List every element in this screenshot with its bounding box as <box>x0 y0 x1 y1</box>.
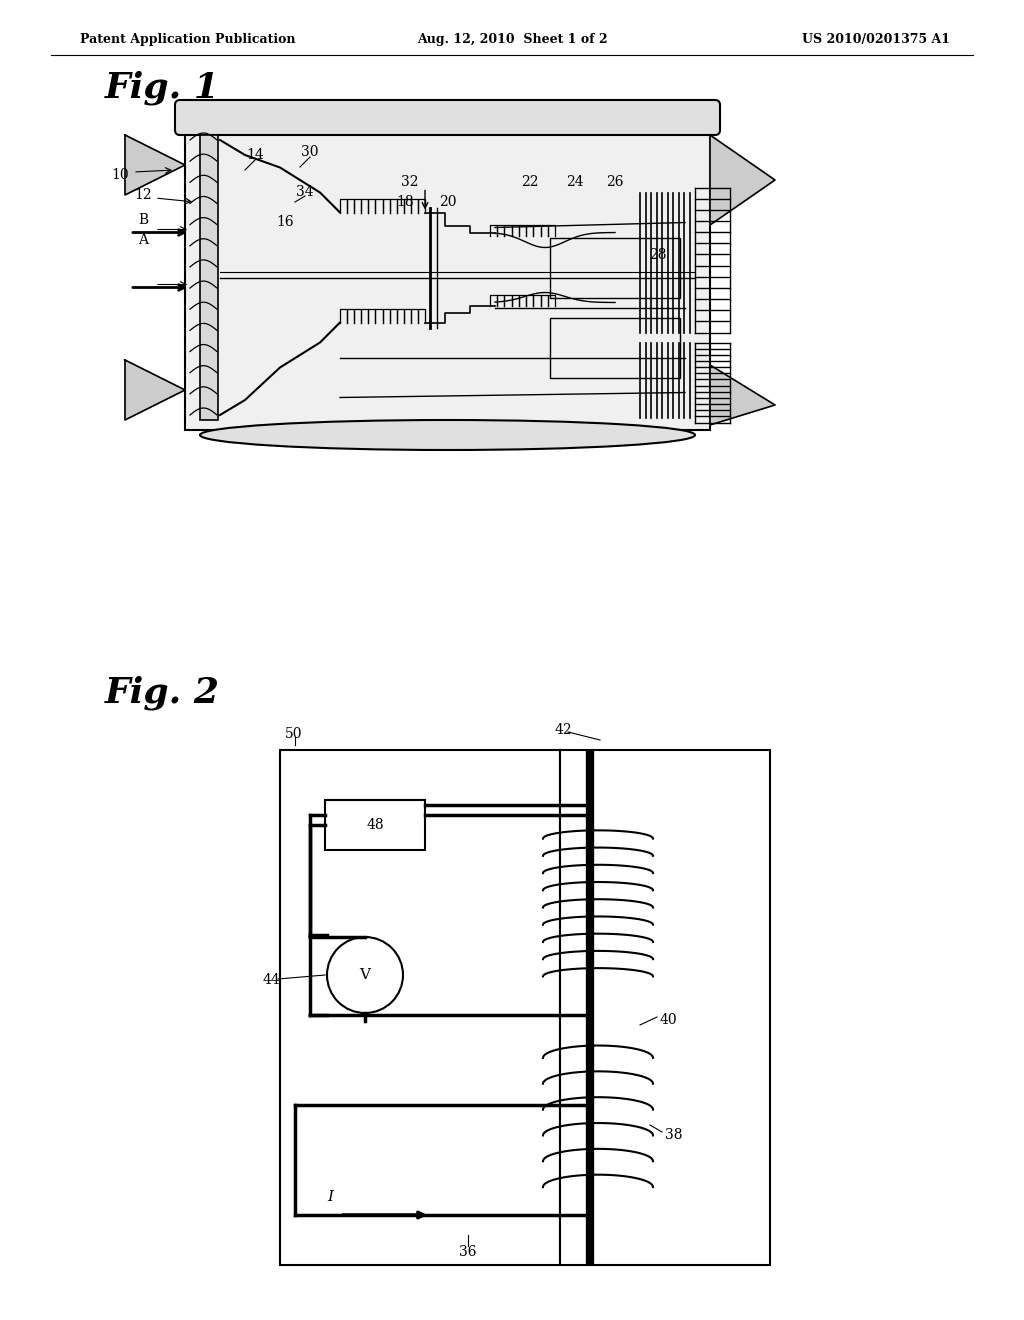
Text: 24: 24 <box>566 176 584 189</box>
Text: 34: 34 <box>296 185 313 199</box>
Text: B: B <box>138 213 148 227</box>
Bar <box>325 800 425 850</box>
Text: 42: 42 <box>555 723 572 737</box>
Polygon shape <box>710 366 775 425</box>
Text: 14: 14 <box>246 148 264 162</box>
Text: 10: 10 <box>112 168 129 182</box>
Bar <box>550 238 680 297</box>
Text: 32: 32 <box>401 176 419 189</box>
Bar <box>550 318 680 378</box>
Bar <box>185 125 710 430</box>
Text: 18: 18 <box>396 195 414 209</box>
Text: 44: 44 <box>263 973 281 987</box>
Text: Patent Application Publication: Patent Application Publication <box>80 33 296 46</box>
Text: I: I <box>327 1191 333 1204</box>
Text: 22: 22 <box>521 176 539 189</box>
Text: V: V <box>359 968 371 982</box>
Text: 38: 38 <box>665 1129 683 1142</box>
Polygon shape <box>710 135 775 224</box>
Ellipse shape <box>200 420 695 450</box>
Text: 40: 40 <box>660 1012 678 1027</box>
Polygon shape <box>125 135 185 195</box>
Text: 48: 48 <box>367 818 384 832</box>
Text: Aug. 12, 2010  Sheet 1 of 2: Aug. 12, 2010 Sheet 1 of 2 <box>417 33 607 46</box>
Text: A: A <box>138 234 148 247</box>
Text: Fig. 1: Fig. 1 <box>105 70 220 106</box>
Polygon shape <box>125 360 185 420</box>
Text: 36: 36 <box>459 1245 477 1259</box>
Text: 30: 30 <box>301 145 318 158</box>
Text: 20: 20 <box>439 195 457 209</box>
Bar <box>560 750 770 1265</box>
Text: 28: 28 <box>649 248 667 261</box>
FancyBboxPatch shape <box>175 100 720 135</box>
Bar <box>280 750 560 1265</box>
Text: US 2010/0201375 A1: US 2010/0201375 A1 <box>802 33 950 46</box>
Text: 50: 50 <box>285 727 302 741</box>
Text: 26: 26 <box>606 176 624 189</box>
Circle shape <box>327 937 403 1012</box>
Text: 16: 16 <box>276 215 294 228</box>
Text: Fig. 2: Fig. 2 <box>105 676 220 710</box>
Text: 12: 12 <box>134 187 152 202</box>
Bar <box>200 135 218 420</box>
